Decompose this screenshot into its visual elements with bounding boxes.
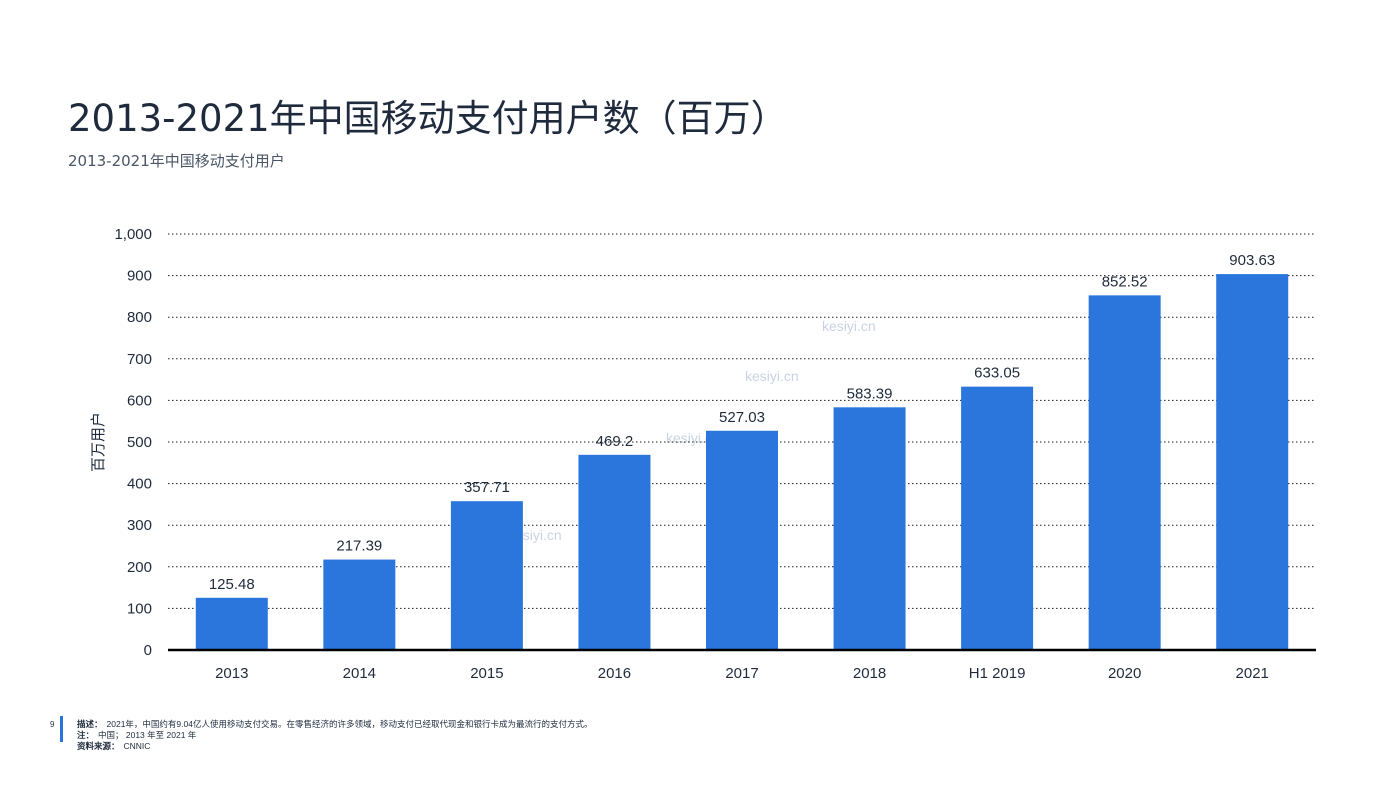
y-tick-label: 100 (127, 600, 152, 617)
data-label: 527.03 (719, 409, 765, 426)
bar (706, 430, 778, 650)
page-number: 9 (50, 720, 55, 729)
y-tick-label: 600 (127, 392, 152, 409)
y-tick-label: 700 (127, 351, 152, 368)
bar (961, 386, 1034, 650)
y-axis-label: 百万用户 (89, 412, 107, 472)
data-label: 125.48 (209, 576, 255, 593)
y-tick-label: 500 (127, 434, 152, 451)
source-label: 资料来源： (77, 741, 120, 751)
data-label: 633.05 (974, 365, 1020, 382)
watermark-text: kesiyi.cn (822, 318, 876, 334)
footer-source: 资料来源： CNNIC (77, 741, 592, 752)
data-label: 357.71 (464, 479, 510, 496)
footer-accent-bar (60, 716, 63, 742)
description-label: 描述： (77, 719, 103, 729)
value-labels: 125.48 217.39 357.71 469.2 527.03 583.39 633.0… (209, 252, 1275, 593)
x-axis-ticks: 2013 2014 2015 2016 2017 2018 H1 2019 2020 2021 (215, 665, 1269, 682)
y-tick-label: 900 (127, 268, 152, 285)
y-tick-label: 800 (127, 309, 152, 326)
footer-note: 注： 中国； 2013 年至 2021 年 (77, 730, 592, 741)
note-label: 注： (77, 730, 95, 740)
x-tick-label: 2018 (853, 665, 886, 682)
watermark-text: kesiyi.cn (745, 368, 799, 384)
bar (323, 559, 396, 650)
data-label: 903.63 (1229, 252, 1275, 269)
x-tick-label: H1 2019 (969, 665, 1026, 682)
footer-notes: 描述： 2021年，中国约有9.04亿人使用移动支付交易。在零售经济的许多领域，移… (77, 719, 592, 752)
bars (195, 274, 1289, 650)
y-tick-label: 400 (127, 476, 152, 493)
description-text: 2021年，中国约有9.04亿人使用移动支付交易。在零售经济的许多领域，移动支付… (106, 719, 593, 729)
y-tick-label: 200 (127, 559, 152, 576)
x-tick-label: 2017 (725, 665, 758, 682)
bar (195, 597, 268, 650)
bar (1088, 295, 1161, 650)
page-subtitle: 2013-2021年中国移动支付用户 (68, 152, 285, 170)
data-label: 217.39 (336, 538, 382, 555)
bar (1216, 274, 1289, 650)
footer-description: 描述： 2021年，中国约有9.04亿人使用移动支付交易。在零售经济的许多领域，移… (77, 719, 592, 730)
y-tick-label: 1,000 (114, 226, 152, 243)
bar (578, 454, 651, 650)
page-title: 2013-2021年中国移动支付用户数（百万） (68, 97, 788, 140)
watermark-layer: kesiyi.cnkesiyi.cnkesiyi.cnkesiyi.cnkesi… (508, 318, 876, 543)
x-tick-label: 2013 (215, 665, 248, 682)
y-tick-label: 0 (144, 642, 152, 659)
data-label: 852.52 (1102, 273, 1148, 290)
x-tick-label: 2021 (1236, 665, 1269, 682)
x-tick-label: 2016 (598, 665, 631, 682)
y-tick-label: 300 (127, 517, 152, 534)
x-tick-label: 2020 (1108, 665, 1141, 682)
note-text: 中国； 2013 年至 2021 年 (98, 730, 197, 740)
source-text: CNNIC (123, 741, 151, 751)
data-label: 583.39 (847, 385, 893, 402)
x-tick-label: 2014 (343, 665, 376, 682)
x-tick-label: 2015 (470, 665, 503, 682)
bar (450, 501, 523, 650)
y-axis-ticks: 0 100 200 300 400 500 600 700 800 900 1,000 (114, 226, 152, 659)
bar (833, 407, 906, 650)
data-label: 469.2 (596, 433, 634, 450)
